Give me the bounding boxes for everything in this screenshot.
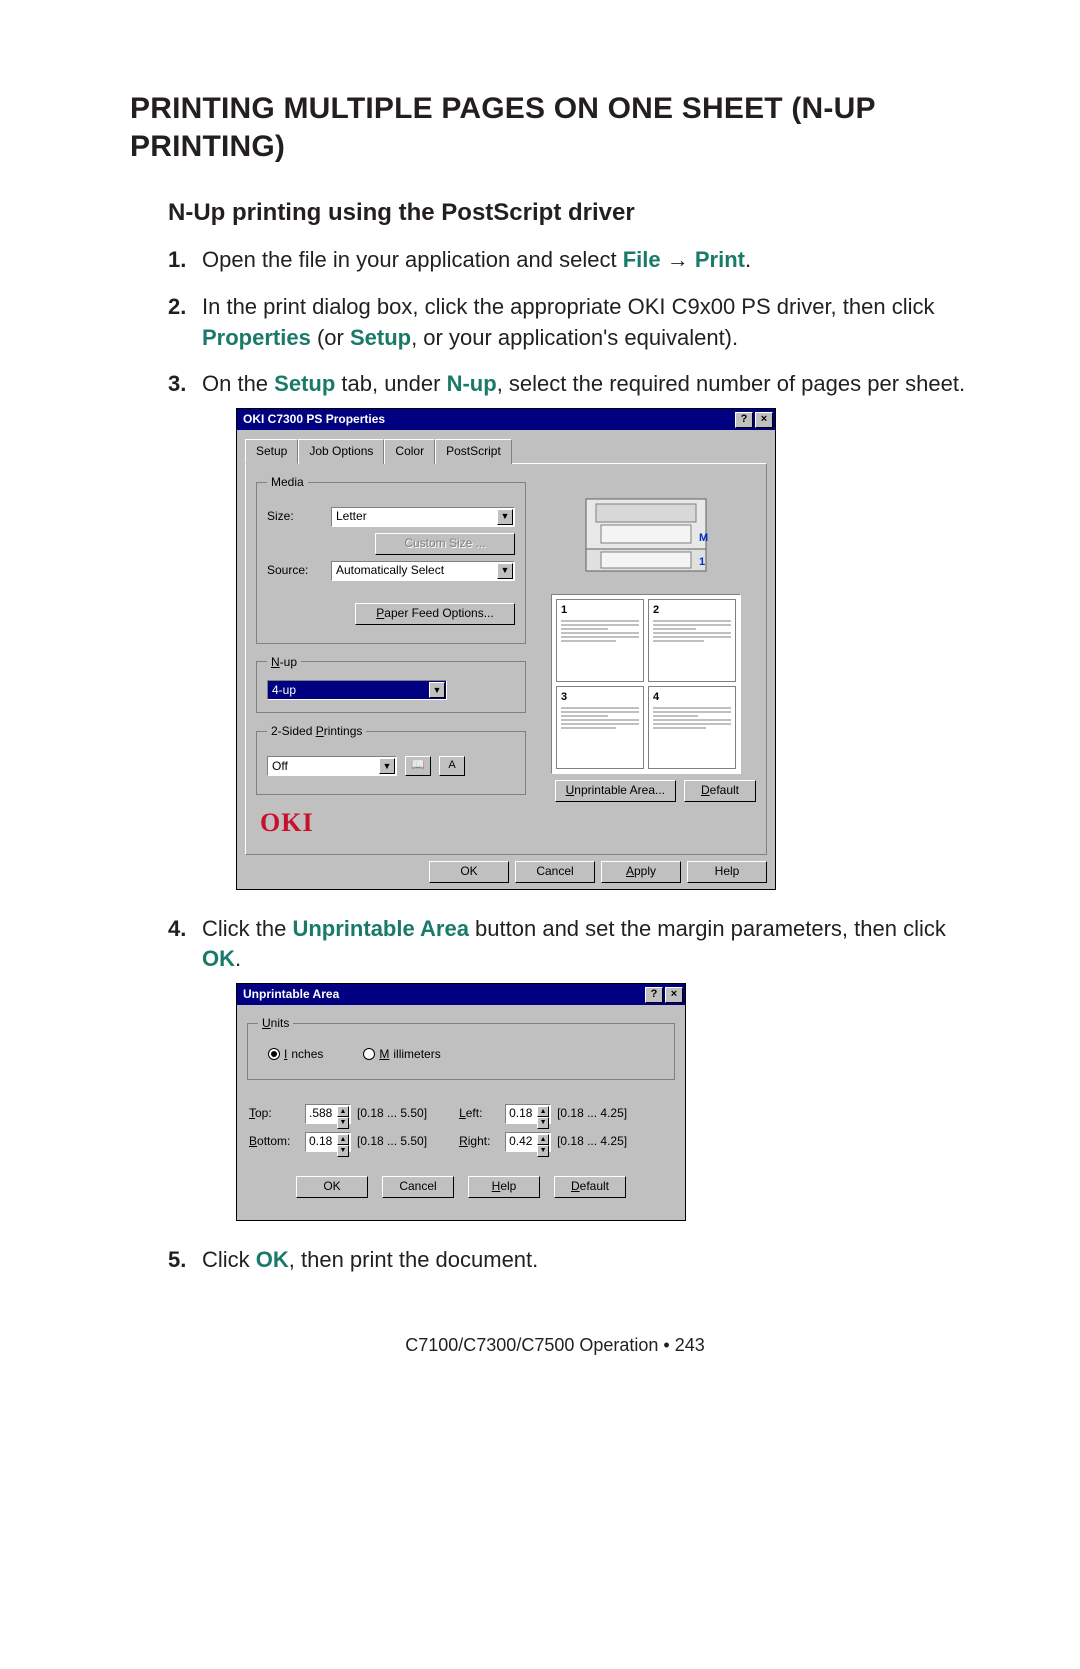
radio-millimeters[interactable]: Millimeters	[363, 1046, 440, 1063]
step-1: Open the file in your application and se…	[168, 245, 980, 276]
duplex-combo[interactable]: Off ▼	[267, 756, 397, 776]
nup-legend: N-up	[267, 654, 301, 671]
step-4: Click the Unprintable Area button and se…	[168, 914, 980, 1221]
units-legend: Units	[258, 1015, 293, 1032]
printer-1-label: 1	[699, 556, 705, 568]
help-button[interactable]: Help	[468, 1176, 540, 1198]
top-label: Top:	[249, 1105, 299, 1122]
step-2: In the print dialog box, click the appro…	[168, 292, 980, 354]
media-group: Media Size: Letter ▼	[256, 474, 526, 644]
kw-unprintable: Unprintable Area	[292, 916, 468, 941]
chevron-down-icon[interactable]: ▼	[379, 758, 395, 774]
duplex-legend: 2-Sided Printings	[267, 723, 366, 740]
step-5: Click OK, then print the document.	[168, 1245, 980, 1276]
source-label: Source:	[267, 562, 323, 579]
titlebar: OKI C7300 PS Properties ? ×	[237, 409, 775, 430]
help-button[interactable]: Help	[687, 861, 767, 883]
radio-dot-icon	[268, 1048, 280, 1060]
spin-up-icon[interactable]: ▲	[537, 1134, 549, 1146]
close-icon[interactable]: ×	[665, 987, 683, 1003]
preview-page-1: 1	[556, 599, 644, 682]
preview-page-2: 2	[648, 599, 736, 682]
kw-ok: OK	[202, 946, 235, 971]
chevron-down-icon[interactable]: ▼	[497, 563, 513, 579]
cancel-button[interactable]: Cancel	[382, 1176, 454, 1198]
unprintable-area-dialog: Unprintable Area ? × Units Inches Millim…	[236, 983, 686, 1220]
left-label: Left:	[459, 1105, 499, 1122]
tab-color[interactable]: Color	[384, 439, 435, 464]
section-title: N-Up printing using the PostScript drive…	[168, 199, 980, 227]
nup-combo[interactable]: 4-up ▼	[267, 680, 447, 700]
spin-down-icon[interactable]: ▼	[537, 1117, 549, 1129]
step-3: On the Setup tab, under N-up, select the…	[168, 369, 980, 889]
chevron-down-icon[interactable]: ▼	[497, 509, 513, 525]
page-title: PRINTING MULTIPLE PAGES ON ONE SHEET (N-…	[130, 90, 980, 165]
dialog-title: OKI C7300 PS Properties	[243, 411, 385, 428]
default-button[interactable]: Default	[554, 1176, 626, 1198]
page-footer: C7100/C7300/C7500 Operation • 243	[130, 1335, 980, 1356]
kw-nup: N-up	[447, 371, 497, 396]
nup-preview: 1 2 3 4	[551, 594, 741, 774]
bottom-label: Bottom:	[249, 1133, 299, 1150]
ok-button[interactable]: OK	[296, 1176, 368, 1198]
duplex-icon[interactable]: 📖	[405, 756, 431, 776]
steps-list: Open the file in your application and se…	[168, 245, 980, 1275]
close-icon[interactable]: ×	[755, 412, 773, 428]
kw-properties: Properties	[202, 325, 311, 350]
right-label: Right:	[459, 1133, 499, 1150]
ok-button[interactable]: OK	[429, 861, 509, 883]
kw-setup: Setup	[350, 325, 411, 350]
kw-file: File	[623, 247, 661, 272]
printer-image: M 1	[561, 474, 731, 594]
source-combo[interactable]: Automatically Select ▼	[331, 561, 515, 581]
size-label: Size:	[267, 508, 323, 525]
default-button[interactable]: Default	[684, 780, 756, 802]
oki-logo: OKI	[260, 805, 526, 841]
radio-dot-icon	[363, 1048, 375, 1060]
top-spinner[interactable]: .588▲▼	[305, 1104, 351, 1124]
duplex-icon-a[interactable]: A	[439, 756, 465, 776]
kw-setup-tab: Setup	[274, 371, 335, 396]
left-spinner[interactable]: 0.18▲▼	[505, 1104, 551, 1124]
spin-up-icon[interactable]: ▲	[337, 1134, 349, 1146]
tab-setup[interactable]: Setup	[245, 439, 298, 464]
cancel-button[interactable]: Cancel	[515, 861, 595, 883]
kw-print: Print	[695, 247, 745, 272]
preview-page-4: 4	[648, 686, 736, 769]
spin-up-icon[interactable]: ▲	[537, 1106, 549, 1118]
printer-m-label: M	[699, 532, 708, 544]
right-spinner[interactable]: 0.42▲▼	[505, 1132, 551, 1152]
help-icon[interactable]: ?	[735, 412, 753, 428]
kw-ok-final: OK	[256, 1247, 289, 1272]
chevron-down-icon[interactable]: ▼	[429, 682, 445, 698]
tab-job-options[interactable]: Job Options	[298, 439, 384, 464]
bottom-spinner[interactable]: 0.18▲▼	[305, 1132, 351, 1152]
help-icon[interactable]: ?	[645, 987, 663, 1003]
paper-feed-button[interactable]: Paper Feed Options...	[355, 603, 515, 625]
spin-down-icon[interactable]: ▼	[537, 1145, 549, 1157]
custom-size-button: Custom Size ...	[375, 533, 515, 555]
media-legend: Media	[267, 474, 308, 491]
radio-inches[interactable]: Inches	[268, 1046, 323, 1063]
tab-postscript[interactable]: PostScript	[435, 439, 512, 464]
apply-button[interactable]: Apply	[601, 861, 681, 883]
units-group: Units Inches Millimeters	[247, 1015, 675, 1080]
spin-down-icon[interactable]: ▼	[337, 1117, 349, 1129]
left-range: [0.18 ... 4.25]	[557, 1105, 627, 1122]
duplex-group: 2-Sided Printings Off ▼ 📖 A	[256, 723, 526, 795]
titlebar: Unprintable Area ? ×	[237, 984, 685, 1005]
spin-down-icon[interactable]: ▼	[337, 1145, 349, 1157]
top-range: [0.18 ... 5.50]	[357, 1105, 427, 1122]
spin-up-icon[interactable]: ▲	[337, 1106, 349, 1118]
nup-group: N-up 4-up ▼	[256, 654, 526, 714]
tabstrip: Setup Job Options Color PostScript	[241, 434, 771, 463]
size-combo[interactable]: Letter ▼	[331, 507, 515, 527]
bottom-range: [0.18 ... 5.50]	[357, 1133, 427, 1150]
unprintable-area-button[interactable]: Unprintable Area...	[555, 780, 676, 802]
right-range: [0.18 ... 4.25]	[557, 1133, 627, 1150]
preview-page-3: 3	[556, 686, 644, 769]
dialog-title: Unprintable Area	[243, 986, 339, 1003]
properties-dialog: OKI C7300 PS Properties ? × Setup Job Op…	[236, 408, 776, 889]
